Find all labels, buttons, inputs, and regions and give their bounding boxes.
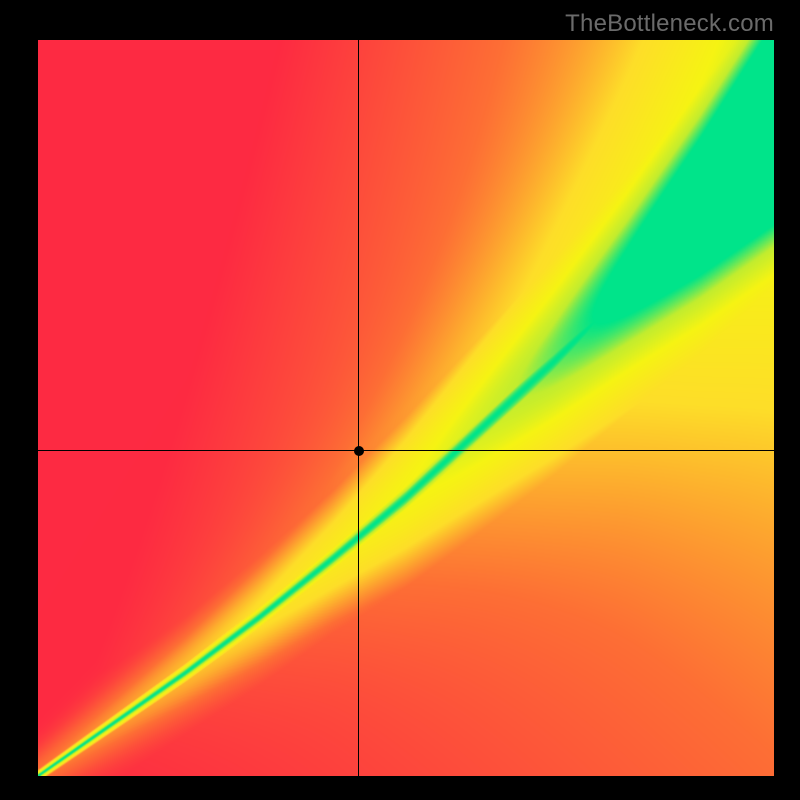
crosshair-horizontal [38, 450, 774, 451]
watermark-text: TheBottleneck.com [565, 10, 774, 38]
crosshair-dot [354, 446, 364, 456]
heatmap-canvas [38, 40, 774, 776]
crosshair-vertical [358, 40, 359, 776]
heatmap-plot [38, 40, 774, 776]
